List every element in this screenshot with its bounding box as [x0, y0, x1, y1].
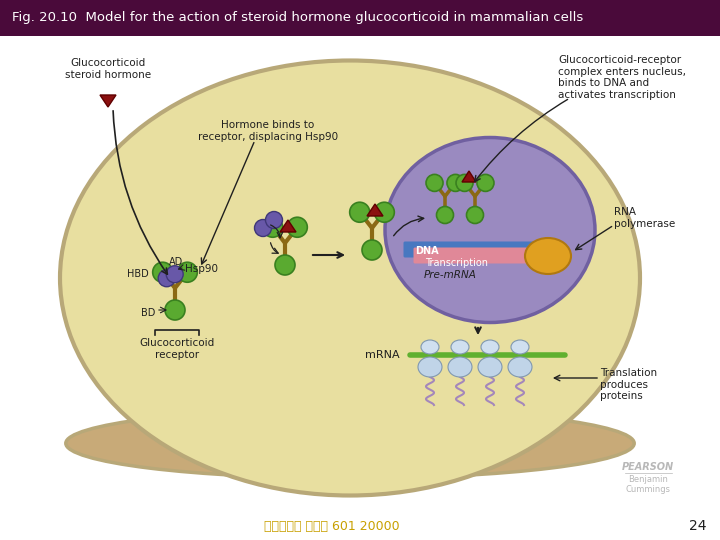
Circle shape: [177, 262, 197, 282]
Text: Fig. 20.10  Model for the action of steroid hormone glucocorticoid in mammalian : Fig. 20.10 Model for the action of stero…: [12, 11, 583, 24]
Circle shape: [362, 240, 382, 260]
Circle shape: [426, 174, 443, 191]
Circle shape: [158, 270, 175, 287]
Circle shape: [266, 212, 282, 228]
Circle shape: [263, 217, 283, 237]
Text: Glucocorticoid-receptor
complex enters nucleus,
binds to DNA and
activates trans: Glucocorticoid-receptor complex enters n…: [558, 55, 686, 100]
Circle shape: [374, 202, 395, 222]
Text: Translation
produces
proteins: Translation produces proteins: [600, 368, 657, 401]
Text: BD: BD: [140, 308, 155, 318]
Ellipse shape: [385, 138, 595, 322]
Text: Transcription: Transcription: [425, 258, 488, 268]
Circle shape: [166, 266, 183, 283]
Text: DNA: DNA: [415, 246, 438, 256]
Ellipse shape: [448, 357, 472, 377]
Ellipse shape: [451, 340, 469, 354]
Ellipse shape: [525, 238, 571, 274]
Ellipse shape: [418, 357, 442, 377]
Text: HBD: HBD: [127, 269, 149, 279]
Text: RNA
polymerase: RNA polymerase: [614, 207, 675, 229]
Text: Pre-mRNA: Pre-mRNA: [423, 270, 477, 280]
Polygon shape: [367, 204, 383, 216]
FancyBboxPatch shape: [403, 241, 546, 258]
Text: AD: AD: [168, 257, 183, 267]
Ellipse shape: [511, 340, 529, 354]
Text: Benjamin
Cummings: Benjamin Cummings: [626, 475, 670, 495]
Text: Hsp90: Hsp90: [185, 264, 217, 274]
Ellipse shape: [66, 408, 634, 478]
Bar: [0, 0, 720, 36]
Polygon shape: [100, 95, 116, 107]
Text: 24: 24: [689, 519, 707, 533]
Ellipse shape: [508, 357, 532, 377]
Text: Glucocorticoid
steroid hormone: Glucocorticoid steroid hormone: [65, 58, 151, 79]
Ellipse shape: [478, 357, 502, 377]
Circle shape: [287, 217, 307, 237]
Ellipse shape: [481, 340, 499, 354]
Circle shape: [467, 206, 484, 224]
Polygon shape: [462, 171, 476, 182]
Circle shape: [254, 219, 271, 237]
Circle shape: [165, 300, 185, 320]
Circle shape: [350, 202, 369, 222]
Polygon shape: [280, 220, 296, 232]
Text: Glucocorticoid
receptor: Glucocorticoid receptor: [140, 338, 215, 360]
Text: mRNA: mRNA: [365, 350, 400, 360]
Circle shape: [436, 206, 454, 224]
Circle shape: [456, 174, 473, 191]
Circle shape: [153, 262, 173, 282]
Text: 台大農藝系 遗傳學 601 20000: 台大農藝系 遗傳學 601 20000: [264, 519, 400, 532]
Ellipse shape: [60, 60, 640, 496]
Ellipse shape: [421, 340, 439, 354]
Text: PEARSON: PEARSON: [622, 462, 674, 472]
Circle shape: [477, 174, 494, 191]
Circle shape: [447, 174, 464, 191]
Text: Hormone binds to
receptor, displacing Hsp90: Hormone binds to receptor, displacing Hs…: [198, 120, 338, 141]
Circle shape: [275, 255, 295, 275]
FancyBboxPatch shape: [413, 247, 546, 264]
